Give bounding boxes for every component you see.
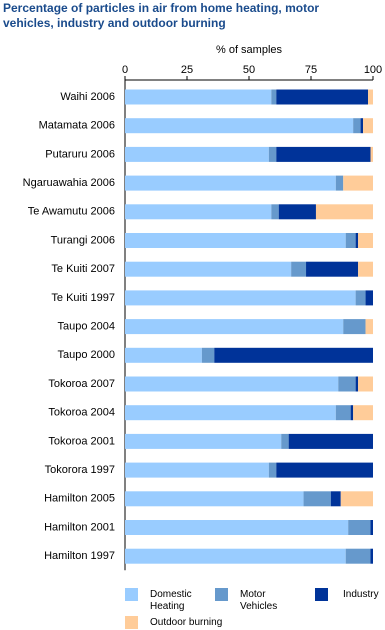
bar-segment [125, 261, 292, 277]
bar-segment [276, 462, 373, 478]
bar-segment [345, 233, 356, 248]
bar-segment [368, 89, 373, 105]
bar-segment [291, 261, 307, 277]
bar-segment [343, 319, 366, 335]
bar-segment [125, 319, 344, 335]
bar-segment [345, 548, 371, 564]
y-tick-label: Ngaruawahia 2006 [23, 177, 115, 189]
y-tick-label: Tokoroa 2004 [48, 407, 115, 419]
y-tick-label: Hamilton 2001 [44, 521, 115, 533]
bar-segment [125, 376, 339, 392]
bar-segment [370, 548, 373, 564]
bar-segment [214, 347, 373, 363]
bar-segment [370, 520, 373, 535]
bar-segment [330, 491, 341, 507]
bar-segment [268, 462, 277, 478]
bar-segment [303, 491, 331, 507]
bar-segment [271, 89, 277, 105]
legend-swatch [125, 588, 138, 601]
y-tick-label: Tokorora 1997 [45, 464, 115, 476]
bar-segment [335, 175, 344, 191]
bar-segment [363, 118, 373, 134]
y-tick-label: Taupo 2004 [58, 321, 116, 333]
y-tick-label: Te Awamutu 2006 [28, 206, 115, 218]
bar-segment [125, 233, 346, 248]
bar-segment [125, 433, 282, 449]
bar-segment [358, 376, 373, 392]
y-tick-label: Taupo 2000 [58, 349, 116, 361]
y-tick-label: Te Kuiti 1997 [51, 292, 115, 304]
bar-segment [271, 204, 279, 220]
bar-segment [315, 204, 373, 220]
bar-segment [125, 89, 272, 105]
bar-segment [125, 118, 354, 134]
bar-segment [125, 462, 269, 478]
bar-segment [125, 204, 272, 220]
bar-segment [201, 347, 215, 363]
bar-segment [355, 376, 359, 392]
bar-segment [125, 548, 346, 564]
bar-segment [358, 261, 373, 277]
legend-label: Outdoor burning [150, 617, 223, 628]
x-tick-label: 25 [181, 64, 193, 76]
bar-segment [350, 405, 354, 421]
bar-segment [125, 146, 269, 162]
y-tick-label: Tokoroa 2001 [48, 435, 115, 447]
y-tick-label: Te Kuiti 2007 [51, 263, 115, 275]
legend-label: Motor Vehicles [240, 589, 278, 612]
bar-segment [355, 233, 359, 248]
x-axis-label: % of samples [216, 44, 283, 56]
bar-segment [340, 491, 373, 507]
y-tick-label: Matamata 2006 [39, 120, 115, 132]
y-tick-label: Waihi 2006 [60, 91, 115, 103]
legend-label: Industry [343, 589, 379, 600]
bar-segment [288, 433, 373, 449]
legend-swatch [125, 616, 138, 629]
y-tick-label: Tokoroa 2007 [48, 378, 115, 390]
bar-segment [276, 146, 371, 162]
bar-segment [370, 146, 373, 162]
y-tick-label: Hamilton 2005 [44, 493, 115, 505]
bar-segment [278, 204, 316, 220]
chart-title: Percentage of particles in air from home… [3, 1, 320, 30]
legend-label: Domestic Heating [150, 589, 192, 612]
y-tick-label: Putaruru 2006 [45, 148, 115, 160]
bar-segment [365, 290, 373, 306]
bar-segment [125, 175, 336, 191]
bar-segment [365, 319, 373, 335]
legend-swatch [315, 588, 328, 601]
bar-segment [276, 89, 369, 105]
bar-segment [125, 347, 202, 363]
legend-swatch [215, 588, 228, 601]
x-tick-label: 50 [243, 64, 255, 76]
bar-segment [358, 233, 373, 248]
bar-segment [268, 146, 277, 162]
bar-segment [281, 433, 289, 449]
x-tick-label: 0 [122, 64, 128, 76]
bar-segment [338, 376, 356, 392]
bar-segment [353, 405, 373, 421]
bar-segment [355, 290, 366, 306]
y-tick-label: Hamilton 1997 [44, 550, 115, 562]
bar-segment [125, 520, 349, 535]
bar-segment [343, 175, 373, 191]
bar-segment [360, 118, 364, 134]
bar-segment [125, 491, 304, 507]
x-tick-label: 75 [305, 64, 317, 76]
bar-segment [335, 405, 351, 421]
bar-segment [125, 405, 336, 421]
bar-segment [348, 520, 371, 535]
x-tick-label: 100 [364, 64, 382, 76]
bar-segment [306, 261, 359, 277]
bar-segment [125, 290, 356, 306]
y-tick-label: Turangi 2006 [51, 234, 115, 246]
bar-segment [353, 118, 361, 134]
